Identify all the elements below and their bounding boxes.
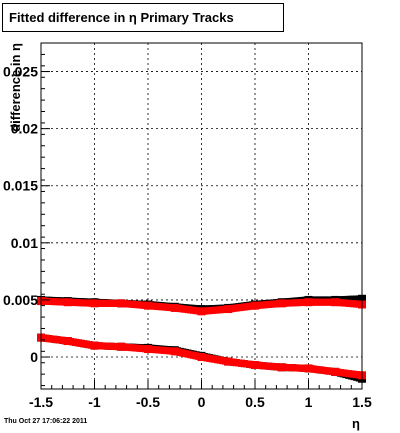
x-tick-label: 0	[198, 394, 206, 410]
y-axis-title: difference in η	[8, 43, 23, 132]
x-tick-label: 1.5	[352, 394, 372, 410]
x-tick-label: -1.5	[29, 394, 53, 410]
y-tick-label: 0.02	[11, 121, 38, 137]
data-point	[251, 301, 259, 310]
y-tick-label: 0.005	[3, 292, 38, 308]
data-point	[117, 299, 126, 308]
data-point	[117, 342, 126, 351]
data-point	[63, 337, 72, 346]
x-tick-label: 1	[305, 394, 313, 410]
data-point	[277, 363, 286, 372]
x-tick-label: -1	[88, 394, 101, 410]
chart-title-box: Fitted difference in η Primary Tracks	[2, 3, 284, 32]
data-point	[90, 299, 99, 308]
data-point	[331, 298, 340, 307]
grid-lines	[40, 43, 363, 389]
data-point	[224, 305, 233, 314]
data-point	[144, 301, 152, 310]
chart-title: Fitted difference in η Primary Tracks	[9, 10, 234, 25]
x-tick-label: -0.5	[136, 394, 160, 410]
data-point	[144, 345, 152, 354]
data-point	[331, 367, 340, 376]
data-point	[251, 361, 259, 370]
series-3	[37, 297, 366, 316]
y-tick-label: 0.01	[11, 235, 38, 251]
data-point	[224, 357, 233, 366]
x-axis-title: η	[352, 416, 360, 431]
tick-labels: -1.5 -1 -0.5 0 0.5 1 1.5 0 0.005 0.01 0.015 0.02 0.0…	[3, 64, 372, 410]
y-tick-label: 0.015	[3, 178, 38, 194]
axis-ticks	[40, 53, 363, 389]
data-point	[170, 347, 179, 356]
series-4	[37, 333, 366, 380]
timestamp-footer: Thu Oct 27 17:06:22 2011	[4, 418, 88, 425]
series-layer	[37, 294, 366, 383]
data-point	[197, 353, 206, 362]
data-point	[170, 303, 179, 312]
data-point	[90, 341, 99, 350]
data-point	[197, 307, 206, 316]
data-point	[304, 364, 313, 373]
x-tick-label: 0.5	[245, 394, 265, 410]
data-point	[277, 299, 286, 308]
y-tick-label: 0.025	[3, 64, 38, 80]
data-point	[63, 298, 72, 307]
y-tick-label: 0	[30, 349, 38, 365]
data-point	[304, 298, 313, 307]
